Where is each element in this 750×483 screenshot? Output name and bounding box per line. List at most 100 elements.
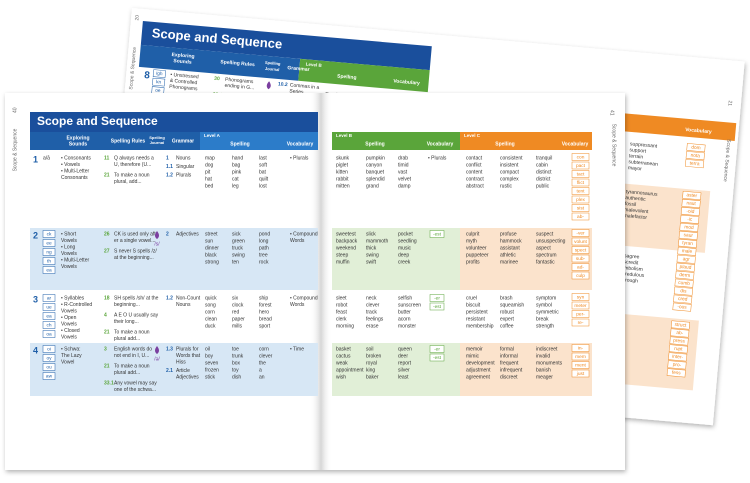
word: red xyxy=(232,309,239,315)
tile xyxy=(675,270,695,280)
tile xyxy=(673,286,693,296)
column-header: Spelling xyxy=(149,135,165,140)
word: royal xyxy=(366,360,377,366)
word: hammock xyxy=(500,238,522,244)
sound: Vowels xyxy=(61,321,77,327)
word: sport xyxy=(259,323,271,329)
word: lost xyxy=(259,183,267,189)
grammar-text: Adjectives xyxy=(176,231,199,237)
word: long xyxy=(259,238,269,244)
word: the xyxy=(259,360,266,366)
word: feelings xyxy=(366,316,384,322)
sound: Vowels xyxy=(61,251,77,257)
tile xyxy=(571,204,590,212)
word: infrequent xyxy=(500,367,523,373)
word: street xyxy=(205,231,218,237)
word: muffin xyxy=(336,259,350,265)
header-row xyxy=(138,44,301,81)
tile-label: oi xyxy=(47,346,51,352)
word: kitten xyxy=(336,169,348,175)
header-row xyxy=(30,132,200,150)
word: clever xyxy=(366,302,380,308)
word: rock xyxy=(259,259,269,265)
tile xyxy=(673,294,693,304)
rule-number: 21 xyxy=(104,172,110,178)
word: selfish xyxy=(398,295,412,301)
tile xyxy=(429,230,445,238)
word: swing xyxy=(366,252,379,258)
word: clean xyxy=(205,316,217,322)
tile xyxy=(42,239,56,247)
word: mammoth xyxy=(366,238,388,244)
word: paper xyxy=(232,316,245,322)
grammar-number: 1.1 xyxy=(166,164,173,170)
level-header: Level B xyxy=(306,62,323,68)
word: sweetest xyxy=(336,231,356,237)
text: 40 xyxy=(12,107,18,113)
tile-label: -er xyxy=(434,295,440,301)
journal-icon xyxy=(155,231,159,239)
word: an xyxy=(259,374,265,380)
vocabulary: • Plurals xyxy=(428,155,447,161)
word: discredit xyxy=(619,259,639,267)
word: abstract xyxy=(466,183,484,189)
tile-label: mod xyxy=(684,224,694,231)
tile xyxy=(42,354,56,362)
tile-label: terra xyxy=(689,160,700,167)
word: informal xyxy=(500,353,518,359)
tile xyxy=(429,294,445,302)
tile xyxy=(677,246,697,256)
rule-text: their long... xyxy=(114,319,139,325)
rule-text: U, therefore (U... xyxy=(114,162,151,168)
word: canyon xyxy=(366,162,382,168)
rule-number: 21 xyxy=(104,363,110,369)
tile xyxy=(571,318,590,327)
rule-text: S never S spells /z/ xyxy=(114,248,157,254)
sound: • Open xyxy=(61,315,77,321)
tile-label: rupt xyxy=(674,346,683,353)
header-row xyxy=(200,132,318,150)
sound: • Short xyxy=(61,231,77,237)
word: dish xyxy=(232,374,241,380)
grammar-number: 1.2 xyxy=(166,295,173,301)
tile xyxy=(674,278,694,288)
tile-label: pro- xyxy=(672,362,681,369)
tile-label: -est xyxy=(433,231,442,237)
text: 20 xyxy=(134,14,140,20)
sound: • Vowels xyxy=(61,162,80,168)
tile xyxy=(680,206,700,216)
tile-label: dis xyxy=(680,288,687,295)
tile xyxy=(571,178,590,187)
word: mitten xyxy=(336,183,350,189)
word: development xyxy=(466,360,495,366)
word: thorough xyxy=(618,277,638,285)
word: erase xyxy=(366,323,379,329)
word: profits xyxy=(466,259,480,265)
word: song xyxy=(205,302,216,308)
grammar-text: Plurals for xyxy=(176,346,199,352)
word: toe xyxy=(232,346,239,352)
word: fossil xyxy=(625,201,637,208)
word: ten xyxy=(232,259,239,265)
sound: • Multi-Letter xyxy=(61,168,89,174)
sound: Vowels xyxy=(61,264,77,270)
grammar-text: Hiss xyxy=(176,359,186,365)
word: silver xyxy=(398,367,410,373)
grammar-number: 1 xyxy=(166,155,169,161)
word: symmetric xyxy=(536,309,559,315)
sound: • Unstressed xyxy=(170,72,199,80)
tile xyxy=(42,248,56,256)
tile xyxy=(42,266,56,274)
word: quick xyxy=(205,295,217,301)
sound: • Schwa: xyxy=(61,346,81,352)
tile-label: re- xyxy=(578,320,584,326)
tile xyxy=(571,161,590,170)
grammar-number: 1.2 xyxy=(166,172,173,178)
tile xyxy=(571,301,590,310)
tile-label: aw xyxy=(46,374,53,379)
rule-text: Q always needs a xyxy=(114,155,154,161)
tile xyxy=(571,352,590,361)
word: seedling xyxy=(398,238,417,244)
tile-label: meter xyxy=(574,303,587,309)
text: 21 xyxy=(726,100,732,106)
